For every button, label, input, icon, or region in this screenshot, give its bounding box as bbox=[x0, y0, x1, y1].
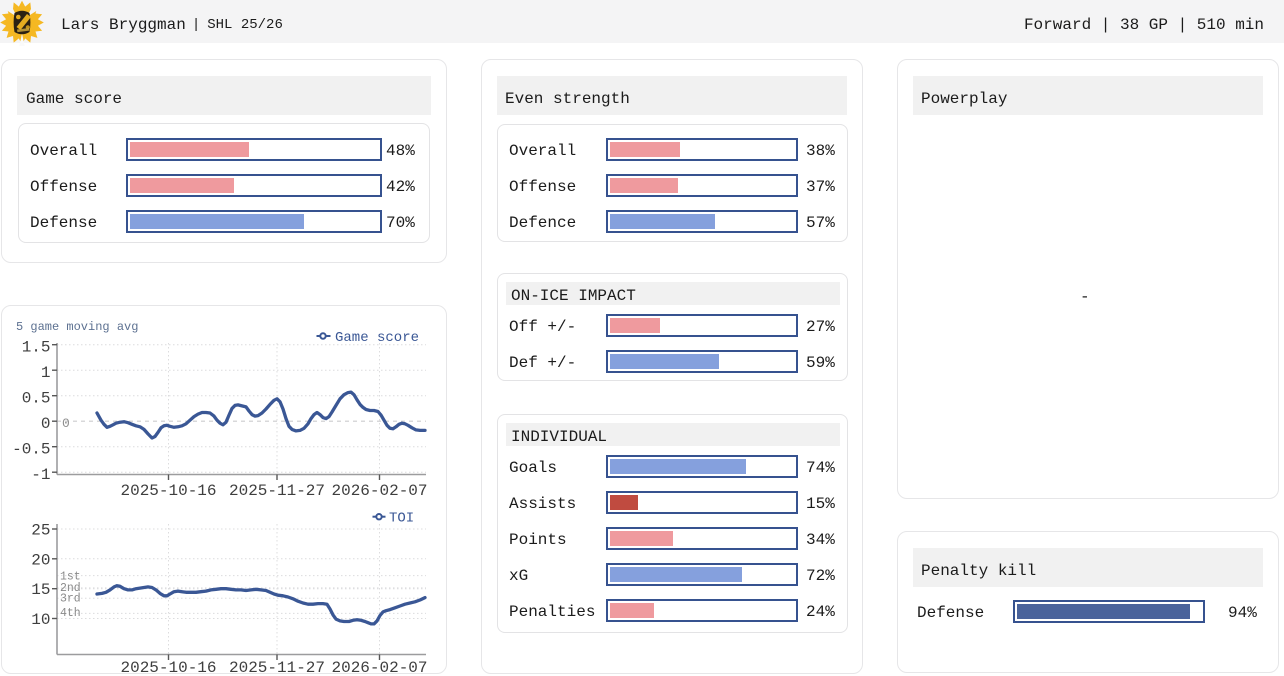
svg-text:2026-02-07: 2026-02-07 bbox=[331, 482, 427, 500]
svg-text:2026-02-07: 2026-02-07 bbox=[331, 659, 427, 673]
svg-text:2025-11-27: 2025-11-27 bbox=[229, 482, 325, 500]
svg-text:2025-10-16: 2025-10-16 bbox=[120, 482, 216, 500]
svg-text:2025-11-27: 2025-11-27 bbox=[229, 659, 325, 673]
svg-text:3rd: 3rd bbox=[60, 592, 81, 605]
svg-text:4th: 4th bbox=[60, 607, 81, 620]
svg-text:5 game moving avg: 5 game moving avg bbox=[16, 320, 138, 334]
svg-text:25: 25 bbox=[31, 522, 50, 540]
svg-text:-1: -1 bbox=[31, 466, 50, 484]
svg-text:20: 20 bbox=[31, 551, 50, 569]
svg-text:0: 0 bbox=[41, 415, 51, 433]
svg-text:0.5: 0.5 bbox=[22, 390, 51, 408]
svg-text:TOI: TOI bbox=[389, 511, 414, 527]
svg-text:1: 1 bbox=[41, 364, 51, 382]
svg-text:2025-10-16: 2025-10-16 bbox=[120, 659, 216, 673]
svg-text:-0.5: -0.5 bbox=[12, 441, 50, 459]
svg-text:1.5: 1.5 bbox=[22, 339, 51, 357]
svg-text:2nd: 2nd bbox=[60, 582, 81, 595]
svg-text:Game score: Game score bbox=[335, 330, 419, 346]
svg-text:0: 0 bbox=[62, 416, 70, 431]
svg-text:1st: 1st bbox=[60, 571, 81, 584]
svg-text:15: 15 bbox=[31, 581, 50, 599]
svg-text:10: 10 bbox=[31, 611, 50, 629]
